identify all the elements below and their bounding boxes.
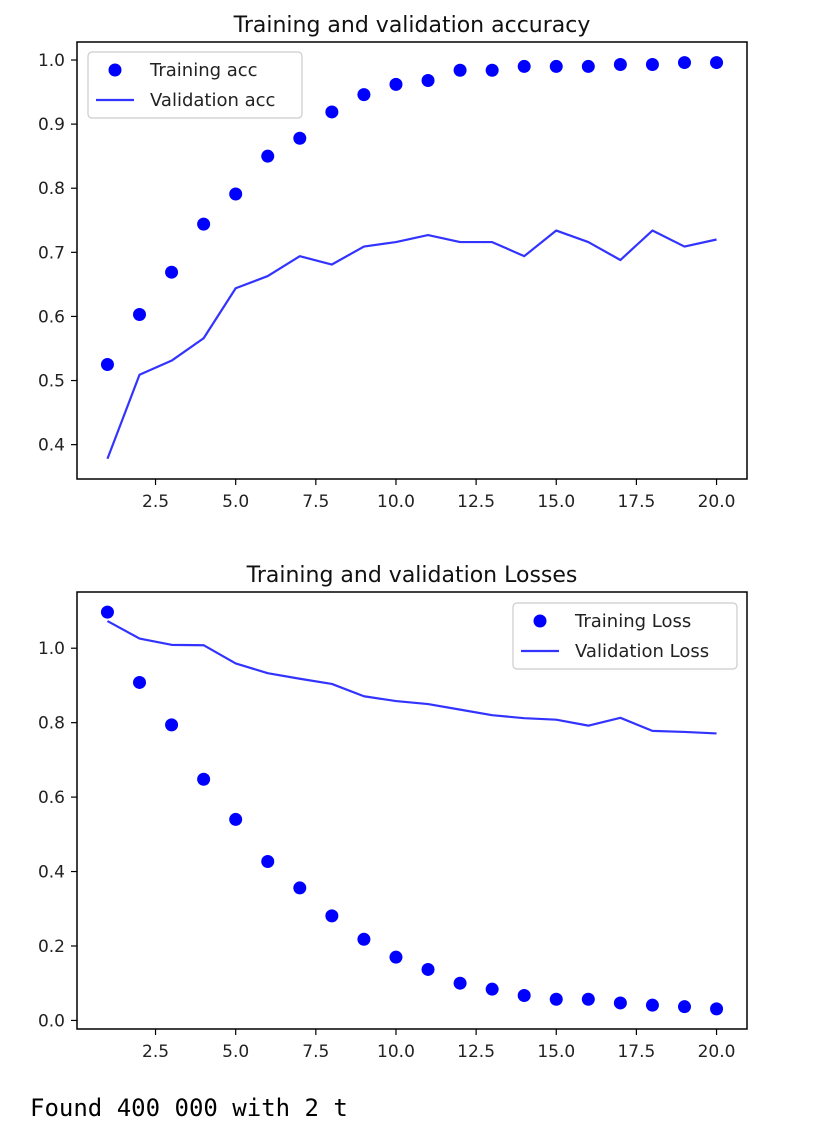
data-point-training-loss — [325, 909, 339, 923]
data-point-training-acc — [133, 308, 147, 322]
data-point-training-loss — [100, 605, 114, 619]
legend-label: Training acc — [149, 60, 258, 81]
data-point-training-loss — [517, 988, 531, 1002]
data-point-training-loss — [389, 950, 403, 964]
y-tick-label: 0.8 — [38, 179, 65, 199]
x-tick-label: 2.5 — [142, 492, 169, 512]
legend-label: Validation acc — [150, 90, 275, 111]
x-tick-label: 20.0 — [698, 1042, 736, 1062]
data-point-training-acc — [197, 217, 211, 231]
data-point-training-acc — [100, 358, 114, 372]
x-tick-label: 5.0 — [222, 1042, 249, 1062]
data-point-training-loss — [453, 976, 467, 990]
data-point-training-loss — [357, 932, 371, 946]
data-point-training-acc — [581, 59, 595, 73]
plot-frame — [76, 41, 748, 480]
x-tick-label: 12.5 — [457, 1042, 495, 1062]
y-tick-label: 0.8 — [38, 714, 65, 734]
x-tick-label: 17.5 — [617, 1042, 655, 1062]
data-point-training-acc — [357, 88, 371, 102]
data-point-training-acc — [677, 56, 691, 70]
data-point-training-acc — [613, 58, 627, 72]
data-point-training-loss — [613, 996, 627, 1010]
legend-marker-dot — [533, 614, 547, 628]
plot-frame — [76, 591, 748, 1030]
data-point-training-loss — [293, 881, 307, 895]
x-tick-label: 15.0 — [537, 1042, 575, 1062]
y-tick-label: 0.4 — [38, 436, 65, 456]
series-line-validation-loss — [106, 620, 717, 735]
chart-title: Training and validation accuracy — [233, 13, 591, 38]
data-point-training-acc — [293, 131, 307, 145]
data-point-training-acc — [485, 63, 499, 77]
data-point-training-loss — [485, 982, 499, 996]
x-tick-label: 5.0 — [222, 492, 249, 512]
y-tick-label: 0.6 — [38, 788, 65, 808]
y-tick-label: 0.4 — [38, 863, 65, 883]
data-point-training-loss — [645, 998, 659, 1012]
y-tick-label: 0.5 — [38, 372, 65, 392]
data-point-training-acc — [549, 59, 563, 73]
x-tick-label: 7.5 — [302, 492, 329, 512]
data-point-training-loss — [165, 718, 179, 732]
data-point-training-loss — [197, 772, 211, 786]
data-point-training-loss — [581, 992, 595, 1006]
data-point-training-acc — [325, 105, 339, 119]
x-tick-label: 10.0 — [377, 492, 415, 512]
footer-partial-text: Found 400 000 with 2 t — [30, 1094, 348, 1122]
data-point-training-acc — [165, 265, 179, 279]
legend-label: Training Loss — [574, 611, 691, 632]
y-tick-label: 0.0 — [38, 1011, 65, 1031]
data-point-training-acc — [421, 74, 435, 88]
data-point-training-acc — [389, 77, 403, 91]
data-point-training-acc — [261, 149, 275, 163]
chart-panel-2: Training and validation Losses 2.5 5.0 7.5 1… — [38, 563, 748, 1062]
data-point-training-acc — [517, 59, 531, 73]
y-tick-label: 1.0 — [38, 639, 65, 659]
legend-box — [512, 602, 738, 670]
data-point-training-loss — [133, 675, 147, 689]
data-point-training-acc — [645, 58, 659, 72]
y-tick-label: 0.9 — [38, 115, 65, 135]
x-tick-label: 7.5 — [302, 1042, 329, 1062]
data-point-training-acc — [229, 187, 243, 201]
series-line-validation-acc — [106, 229, 717, 460]
x-tick-label: 2.5 — [142, 1042, 169, 1062]
x-tick-label: 15.0 — [537, 492, 575, 512]
data-point-training-acc — [710, 56, 724, 70]
data-point-training-loss — [677, 1000, 691, 1014]
data-point-training-loss — [549, 992, 563, 1006]
x-tick-label: 20.0 — [698, 492, 736, 512]
y-tick-label: 0.7 — [38, 243, 65, 263]
data-point-training-loss — [261, 854, 275, 868]
legend-marker-dot — [108, 63, 122, 77]
chart-title: Training and validation Losses — [246, 563, 578, 588]
chart-panel-1: Training and validation accuracy 2.5 5.0 7.… — [38, 13, 748, 512]
x-tick-label: 10.0 — [377, 1042, 415, 1062]
x-tick-label: 12.5 — [457, 492, 495, 512]
data-point-training-loss — [710, 1002, 724, 1016]
data-point-training-loss — [229, 812, 243, 826]
y-tick-label: 0.2 — [38, 937, 65, 957]
data-point-training-acc — [453, 63, 467, 77]
y-tick-label: 0.6 — [38, 307, 65, 327]
legend-box — [87, 51, 303, 119]
x-tick-label: 17.5 — [617, 492, 655, 512]
data-point-training-loss — [421, 962, 435, 976]
legend-label: Validation Loss — [575, 641, 709, 662]
y-tick-label: 1.0 — [38, 51, 65, 71]
